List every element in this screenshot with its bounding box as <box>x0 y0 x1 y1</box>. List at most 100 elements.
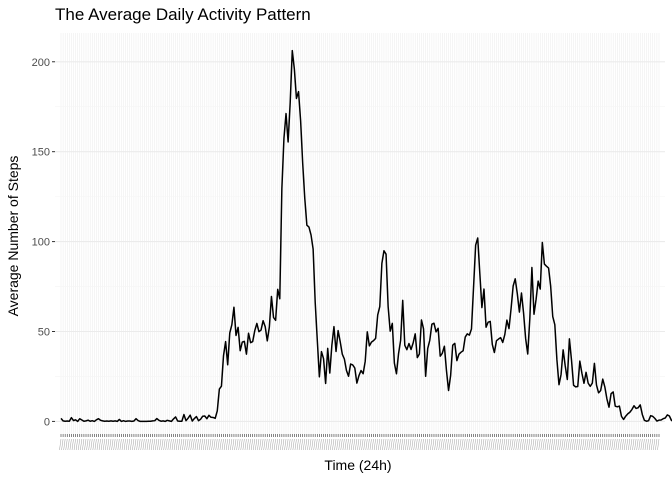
x-axis <box>59 434 660 451</box>
x-tick-label-mark <box>307 438 310 451</box>
x-tick-label-mark <box>186 438 189 451</box>
x-tick-label-mark <box>230 438 233 451</box>
x-tick-label-mark <box>534 438 537 451</box>
x-tick-label-mark <box>611 438 614 451</box>
x-tick-label-mark <box>65 438 68 451</box>
x-tick-label-mark <box>561 438 564 451</box>
x-tick-label-mark <box>401 438 403 451</box>
x-tick-label-mark <box>436 438 439 451</box>
x-tick-label-mark <box>430 438 433 451</box>
x-tick-label-mark <box>190 438 193 451</box>
x-tick-label-mark <box>457 438 460 451</box>
x-tick-label-mark <box>530 438 533 451</box>
x-tick-label-mark <box>111 438 114 451</box>
x-tick-label-mark <box>419 438 422 451</box>
x-tick-label-mark <box>184 438 187 451</box>
x-tick-label-mark <box>265 438 268 451</box>
x-tick-label-mark <box>594 438 597 451</box>
x-tick-label-mark <box>130 438 133 451</box>
x-tick-label-mark <box>136 438 139 451</box>
x-tick-label-mark <box>228 438 230 451</box>
x-tick-label-mark <box>284 438 287 451</box>
x-tick-label-mark <box>473 438 476 451</box>
x-tick-label-mark <box>288 438 291 451</box>
x-tick-label-mark <box>346 438 349 451</box>
x-tick-label-mark <box>348 438 351 451</box>
x-tick-label-mark <box>173 438 176 451</box>
x-tick-label-mark <box>236 438 239 451</box>
x-tick-label-mark <box>171 438 174 451</box>
x-tick-label-mark <box>417 438 420 451</box>
x-tick-label-mark <box>482 438 485 451</box>
x-tick-label-mark <box>321 438 324 451</box>
x-tick-label-mark <box>234 438 237 451</box>
x-tick-label-mark <box>582 438 585 451</box>
x-tick-label-mark <box>423 438 426 451</box>
x-tick-label-mark <box>540 438 543 451</box>
series-line <box>60 49 672 423</box>
x-tick-label-mark <box>409 438 412 451</box>
x-tick-label-mark <box>376 438 378 451</box>
x-tick-label-mark <box>96 438 99 451</box>
x-tick-label-mark <box>103 438 105 451</box>
x-tick-label-mark <box>86 438 89 451</box>
x-tick-label-mark <box>276 438 278 451</box>
x-tick-label-mark <box>290 438 293 451</box>
x-tick-label-mark <box>532 438 535 451</box>
x-tick-label-mark <box>459 438 462 451</box>
x-tick-label-mark <box>309 438 312 451</box>
x-tick-label-mark <box>334 438 337 451</box>
x-tick-label-mark <box>69 438 72 451</box>
y-axis: 0 50 100 150 200 <box>32 57 55 428</box>
x-tick-label-mark <box>123 438 126 451</box>
x-tick-label-mark <box>407 438 410 451</box>
x-tick-label-mark <box>267 438 270 451</box>
x-tick-label-mark <box>615 438 618 451</box>
x-tick-label-mark <box>344 438 347 451</box>
x-tick-label-mark <box>292 438 295 451</box>
x-tick-label-mark <box>586 438 589 451</box>
x-tick-label-mark <box>411 438 414 451</box>
x-tick-label-mark <box>207 438 210 451</box>
x-tick-label-mark <box>138 438 141 451</box>
x-tick-label-mark <box>648 438 651 451</box>
x-tick-label-mark <box>330 438 333 451</box>
x-tick-label-mark <box>513 438 516 451</box>
x-tick-label-mark <box>223 438 226 451</box>
x-tick-label-mark <box>503 438 505 451</box>
x-tick-label-mark <box>392 438 395 451</box>
x-tick-label-mark <box>438 438 441 451</box>
x-tick-label-mark <box>357 438 360 451</box>
x-tick-label-mark <box>461 438 464 451</box>
x-tick-label-mark <box>567 438 570 451</box>
x-tick-label-mark <box>484 438 487 451</box>
x-tick-label-mark <box>434 438 437 451</box>
x-tick-label-mark <box>405 438 408 451</box>
x-tick-label-mark <box>178 438 180 451</box>
x-tick-label-mark <box>161 438 164 451</box>
x-tick-label-mark <box>590 438 593 451</box>
x-tick-label-mark <box>359 438 362 451</box>
x-tick-label-mark <box>528 438 530 451</box>
x-tick-label-mark <box>515 438 518 451</box>
x-tick-label-mark <box>261 438 264 451</box>
x-tick-label-mark <box>388 438 391 451</box>
x-tick-label-mark <box>126 438 128 451</box>
x-tick-label-mark <box>59 438 62 451</box>
y-tick-label: 100 <box>32 237 50 249</box>
x-tick-label-mark <box>563 438 566 451</box>
y-tick-label: 50 <box>38 327 50 339</box>
x-tick-label-mark <box>446 438 449 451</box>
x-tick-label-mark <box>578 438 580 451</box>
x-tick-label-mark <box>598 438 601 451</box>
x-tick-label-mark <box>373 438 376 451</box>
x-tick-label-mark <box>78 438 80 451</box>
x-tick-label-mark <box>113 438 116 451</box>
x-tick-label-mark <box>240 438 243 451</box>
x-tick-label-mark <box>194 438 197 451</box>
x-tick-label-mark <box>340 438 343 451</box>
x-tick-label-mark <box>517 438 520 451</box>
x-tick-label-mark <box>213 438 216 451</box>
x-tick-label-mark <box>319 438 322 451</box>
